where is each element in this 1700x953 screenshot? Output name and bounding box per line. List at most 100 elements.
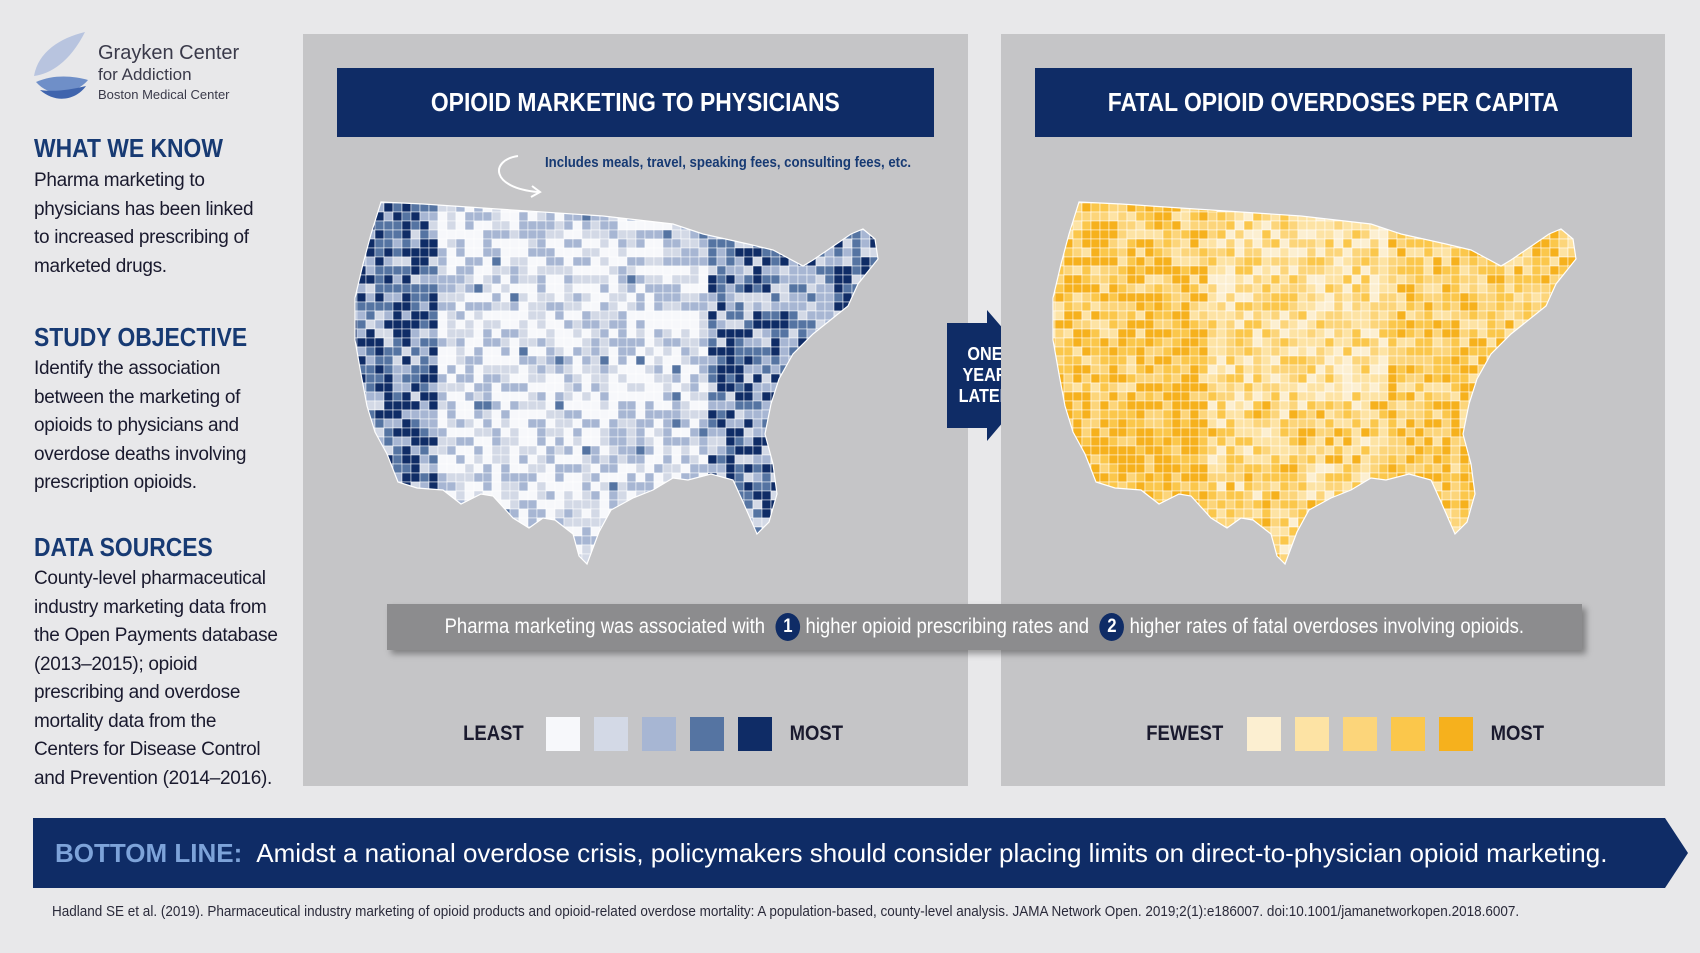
county-cell bbox=[482, 391, 493, 402]
county-cell bbox=[734, 436, 745, 447]
county-cell bbox=[1558, 319, 1569, 330]
county-cell bbox=[473, 472, 484, 483]
county-cell bbox=[1243, 391, 1254, 402]
county-cell bbox=[554, 238, 565, 249]
county-cell bbox=[509, 445, 520, 456]
county-cell bbox=[1423, 256, 1434, 267]
county-cell bbox=[563, 265, 574, 276]
county-cell bbox=[392, 328, 403, 339]
county-cell bbox=[644, 337, 655, 348]
county-cell bbox=[392, 382, 403, 393]
county-cell bbox=[779, 508, 790, 519]
county-cell bbox=[662, 463, 673, 474]
county-cell bbox=[410, 328, 421, 339]
county-cell bbox=[464, 427, 475, 438]
county-cell bbox=[590, 463, 601, 474]
county-cell bbox=[374, 481, 385, 492]
county-cell bbox=[779, 382, 790, 393]
county-cell bbox=[1522, 427, 1533, 438]
county-cell bbox=[662, 382, 673, 393]
county-cell bbox=[1558, 247, 1569, 258]
county-cell bbox=[590, 238, 601, 249]
county-cell bbox=[1450, 310, 1461, 321]
county-cell bbox=[581, 220, 592, 231]
county-cell bbox=[1207, 535, 1218, 546]
county-cell bbox=[383, 292, 394, 303]
county-cell bbox=[644, 364, 655, 375]
county-cell bbox=[1423, 391, 1434, 402]
county-cell bbox=[1441, 256, 1452, 267]
county-cell bbox=[815, 256, 826, 267]
county-cell bbox=[473, 346, 484, 357]
county-cell bbox=[815, 301, 826, 312]
county-cell bbox=[563, 391, 574, 402]
county-cell bbox=[815, 463, 826, 474]
county-cell bbox=[1108, 373, 1119, 384]
county-cell bbox=[1261, 310, 1272, 321]
county-cell bbox=[554, 382, 565, 393]
county-cell bbox=[860, 427, 871, 438]
county-cell bbox=[1288, 391, 1299, 402]
county-cell bbox=[1144, 319, 1155, 330]
county-cell bbox=[1144, 400, 1155, 411]
county-cell bbox=[815, 409, 826, 420]
county-cell bbox=[680, 535, 691, 546]
county-cell bbox=[635, 247, 646, 258]
county-cell bbox=[473, 499, 484, 510]
county-cell bbox=[401, 418, 412, 429]
county-cell bbox=[1081, 328, 1092, 339]
county-cell bbox=[1053, 391, 1056, 402]
county-cell bbox=[1261, 454, 1272, 465]
county-cell bbox=[1306, 490, 1317, 501]
county-cell bbox=[383, 481, 394, 492]
county-cell bbox=[1072, 364, 1083, 375]
body-line: and Prevention (2014–2016). bbox=[34, 767, 273, 789]
county-cell bbox=[599, 490, 610, 501]
county-cell bbox=[1450, 319, 1461, 330]
county-cell bbox=[1153, 481, 1164, 492]
county-cell bbox=[419, 508, 430, 519]
county-cell bbox=[401, 562, 412, 564]
county-cell bbox=[1306, 400, 1317, 411]
county-cell bbox=[1468, 202, 1479, 213]
county-cell bbox=[1342, 256, 1353, 267]
county-cell bbox=[842, 481, 853, 492]
county-cell bbox=[1189, 292, 1200, 303]
county-cell bbox=[599, 553, 610, 564]
county-cell bbox=[1342, 472, 1353, 483]
county-cell bbox=[761, 355, 772, 366]
county-cell bbox=[1072, 355, 1083, 366]
county-cell bbox=[563, 202, 574, 213]
county-cell bbox=[554, 346, 565, 357]
county-cell bbox=[374, 274, 385, 285]
county-cell bbox=[1387, 436, 1398, 447]
county-cell bbox=[1441, 328, 1452, 339]
county-cell bbox=[375, 572, 384, 581]
county-cell bbox=[743, 427, 754, 438]
arrow-line: ONE bbox=[967, 344, 1003, 364]
county-cell bbox=[842, 418, 853, 429]
county-cell bbox=[779, 283, 790, 294]
county-cell bbox=[1252, 319, 1263, 330]
county-cell bbox=[546, 572, 555, 581]
county-cell bbox=[527, 544, 538, 555]
county-cell bbox=[401, 256, 412, 267]
county-cell bbox=[1117, 418, 1128, 429]
county-cell bbox=[356, 292, 367, 303]
county-cell bbox=[1459, 535, 1470, 546]
county-cell bbox=[1387, 202, 1398, 204]
county-cell bbox=[563, 247, 574, 258]
county-cell bbox=[401, 490, 412, 501]
county-cell bbox=[355, 454, 358, 465]
county-cell bbox=[1297, 481, 1308, 492]
county-cell bbox=[1099, 238, 1110, 249]
county-cell bbox=[1531, 328, 1542, 339]
county-cell bbox=[1567, 301, 1576, 312]
county-cell bbox=[1549, 328, 1560, 339]
county-cell bbox=[1577, 347, 1586, 356]
county-cell bbox=[1540, 202, 1551, 213]
county-cell bbox=[1198, 391, 1209, 402]
county-cell bbox=[1053, 436, 1056, 447]
county-cell bbox=[527, 409, 538, 420]
county-cell bbox=[626, 517, 637, 528]
